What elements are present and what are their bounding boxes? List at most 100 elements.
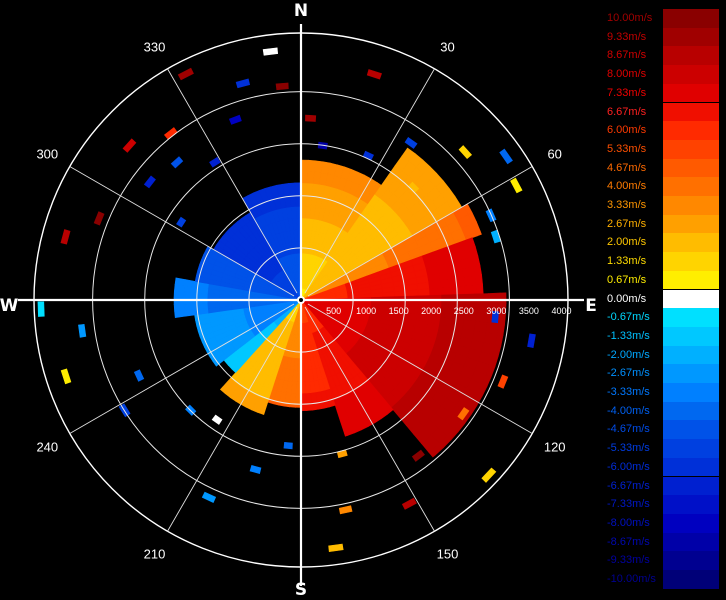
field-cell xyxy=(289,404,296,408)
colorbar-label: 10.00m/s xyxy=(607,12,653,24)
field-cell xyxy=(440,302,454,311)
echo-cell xyxy=(201,491,217,504)
colorbar-label: -5.33m/s xyxy=(607,442,650,455)
echo-cell xyxy=(93,211,105,226)
echo-cell xyxy=(338,505,353,515)
velocity-colorbar: 10.00m/s 9.33m/s 8.67m/s 8.00m/s 7.33m/s 6.67… xyxy=(604,0,726,600)
echo-cell xyxy=(491,311,499,324)
field-cell xyxy=(441,294,454,304)
echo-cell xyxy=(60,229,71,245)
echo-cell xyxy=(235,78,251,89)
colorbar-swatch xyxy=(663,233,719,253)
colorbar-row: 0.00m/s xyxy=(604,289,726,309)
field-cell xyxy=(488,292,501,304)
field-cell xyxy=(306,404,313,411)
echo-cell xyxy=(177,67,194,81)
colorbar-row: -1.33m/s xyxy=(604,326,726,346)
colorbar-swatch xyxy=(663,345,719,365)
east-label: E xyxy=(585,296,597,316)
colorbar-swatch xyxy=(663,46,719,66)
colorbar-row: 2.00m/s xyxy=(604,233,726,253)
field-cell xyxy=(499,292,507,304)
colorbar-row: -10.00m/s xyxy=(604,570,726,589)
field-cell xyxy=(473,264,482,276)
echo-cell xyxy=(328,543,344,553)
echo-cell xyxy=(228,114,242,125)
azimuth-tick-labels: 30 60 120 150 210 240 300 330 xyxy=(36,39,565,561)
colorbar-swatch xyxy=(663,214,719,234)
colorbar-row: 6.67m/s xyxy=(604,102,726,122)
range-tick-label: 2000 xyxy=(421,306,441,316)
colorbar-swatch xyxy=(663,513,719,533)
colorbar-swatch xyxy=(663,83,719,103)
colorbar-swatch xyxy=(663,457,719,477)
colorbar-label: -0.67m/s xyxy=(607,311,650,324)
colorbar-swatch xyxy=(663,121,719,140)
colorbar-row: 9.33m/s xyxy=(604,27,726,47)
colorbar-row: 4.00m/s xyxy=(604,177,726,196)
colorbar-label: -2.67m/s xyxy=(607,367,650,380)
field-cell xyxy=(173,303,185,312)
colorbar-label: 0.67m/s xyxy=(607,273,647,286)
colorbar-swatch xyxy=(663,364,719,383)
colorbar-swatch xyxy=(663,177,719,196)
colorbar-swatch xyxy=(663,308,719,327)
echo-cell xyxy=(404,136,418,149)
field-cell xyxy=(439,278,454,289)
echo-cell xyxy=(209,156,221,168)
echo-cell xyxy=(497,374,509,389)
range-tick-labels: 500 1000 1500 2000 2500 3000 3500 4000 xyxy=(326,306,571,316)
colorbar-label: 4.67m/s xyxy=(607,161,647,174)
field-cell xyxy=(206,302,220,309)
echo-cell xyxy=(527,333,536,349)
echo-cell xyxy=(143,175,156,189)
echo-cell xyxy=(457,407,470,421)
colorbar-label: 6.67m/s xyxy=(607,105,647,118)
echo-cell xyxy=(78,323,87,338)
north-label: N xyxy=(294,1,308,21)
radar-center-marker xyxy=(297,296,305,304)
colorbar-swatch xyxy=(663,9,719,28)
range-tick-label: 500 xyxy=(326,306,341,316)
field-cell xyxy=(283,403,291,408)
field-cell xyxy=(464,293,478,304)
field-cell xyxy=(183,303,197,311)
field-cell xyxy=(417,288,431,297)
colorbar-label: 9.33m/s xyxy=(607,30,647,43)
field-cell xyxy=(440,286,454,296)
colorbar-label: 6.00m/s xyxy=(607,124,647,137)
echo-cell xyxy=(211,414,223,425)
colorbar-swatch xyxy=(663,326,719,346)
colorbar-row: -3.33m/s xyxy=(604,383,726,402)
azimuth-spoke xyxy=(307,166,533,297)
echo-cell xyxy=(275,82,289,91)
field-cell xyxy=(416,281,430,291)
colorbar-label: 4.00m/s xyxy=(607,180,647,193)
azimuth-tick-label: 150 xyxy=(437,547,459,562)
colorbar-swatch xyxy=(663,401,719,421)
colorbar-row: 0.67m/s xyxy=(604,270,726,290)
echo-cell xyxy=(305,114,317,122)
range-tick-label: 3000 xyxy=(486,306,506,316)
echo-cell xyxy=(170,156,184,169)
field-cell xyxy=(317,402,325,410)
field-cell xyxy=(288,182,296,196)
scattered-echoes xyxy=(37,47,536,553)
colorbar-swatch xyxy=(663,65,719,84)
colorbar-label: -6.00m/s xyxy=(607,460,650,473)
colorbar-row: -8.67m/s xyxy=(604,532,726,552)
field-cell xyxy=(290,206,298,219)
range-tick-label: 2500 xyxy=(454,306,474,316)
echo-cell xyxy=(283,441,293,450)
colorbar-label: -4.67m/s xyxy=(607,423,650,436)
colorbar-swatch xyxy=(663,420,719,440)
colorbar-label: 2.00m/s xyxy=(607,236,647,249)
range-tick-label: 4000 xyxy=(551,306,571,316)
west-label: W xyxy=(0,296,19,316)
radar-ppi-plot: 500 1000 1500 2000 2500 3000 3500 4000 30 60 120 1… xyxy=(0,1,597,600)
azimuth-spoke xyxy=(69,166,295,297)
colorbar-label: -9.33m/s xyxy=(607,554,650,567)
field-cell xyxy=(304,381,312,394)
colorbar-swatch xyxy=(663,270,719,290)
colorbar-row: 10.00m/s xyxy=(604,9,726,28)
